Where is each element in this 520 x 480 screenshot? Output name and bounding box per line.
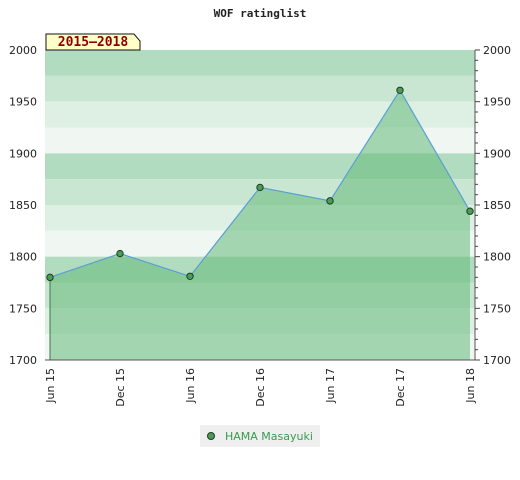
- data-point: [326, 197, 334, 205]
- y-tick-label-right: 1900: [483, 147, 511, 160]
- data-point: [46, 273, 54, 282]
- y-tick-label-left: 1850: [9, 199, 37, 212]
- y-tick-label-right: 1800: [483, 251, 511, 264]
- y-tick-label-left: 2000: [9, 44, 37, 57]
- period-label: 2015–2018: [58, 35, 129, 50]
- x-tick-label: Dec 15: [114, 368, 127, 407]
- data-point: [466, 207, 474, 215]
- legend: HAMA Masayuki: [200, 425, 320, 447]
- y-tick-label-right: 1850: [483, 199, 511, 212]
- x-tick-label: Jun 18: [464, 368, 477, 404]
- data-point: [256, 183, 264, 192]
- y-tick-label-right: 1750: [483, 302, 511, 315]
- x-tick-label: Jun 17: [324, 368, 337, 404]
- legend-marker: [207, 432, 215, 440]
- area-fill: [50, 90, 470, 361]
- background-band: [45, 75, 475, 102]
- y-tick-label-right: 2000: [483, 44, 511, 57]
- period-badge: 2015–2018: [45, 33, 141, 51]
- y-tick-label-right: 1700: [483, 354, 511, 367]
- y-tick-label-right: 1950: [483, 96, 511, 109]
- x-tick-label: Jun 15: [44, 368, 57, 404]
- data-point: [186, 272, 194, 280]
- x-tick-label: Jun 16: [184, 368, 197, 404]
- axes: 1700 1700 1750 1750 1800 1800 1850 1850 1900 1900…: [9, 44, 511, 407]
- x-tick-label: Dec 17: [394, 368, 407, 407]
- y-tick-label-left: 1900: [9, 147, 37, 160]
- data-points: [46, 86, 474, 282]
- legend-label: HAMA Masayuki: [225, 430, 313, 443]
- y-tick-label-left: 1750: [9, 302, 37, 315]
- data-point: [396, 86, 404, 95]
- legend-box: [200, 425, 320, 447]
- x-tick-label: Dec 16: [254, 368, 267, 407]
- period-badge-shape: [45, 33, 141, 51]
- data-point: [116, 249, 124, 258]
- y-tick-label-left: 1800: [9, 251, 37, 264]
- chart-title: WOF ratinglist: [214, 7, 307, 20]
- y-tick-label-left: 1700: [9, 354, 37, 367]
- y-tick-label-left: 1950: [9, 96, 37, 109]
- background-band: [45, 50, 475, 76]
